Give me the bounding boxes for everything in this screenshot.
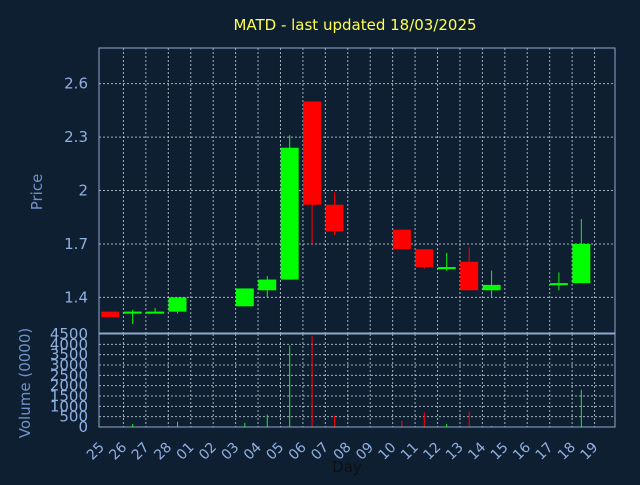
x-tick-label: 26 [106, 439, 130, 463]
candle-body [392, 229, 411, 250]
volume-grid [99, 334, 615, 427]
candle-body [280, 147, 299, 280]
volume-tick-label: 2000 [50, 377, 88, 395]
price-panel-frame [98, 47, 616, 334]
x-tick-label: 15 [488, 440, 512, 464]
x-tick-label: 03 [219, 440, 243, 464]
candle-body [415, 249, 434, 268]
x-tick-label: 25 [84, 440, 108, 464]
x-tick-label: 06 [286, 439, 310, 463]
candle-body [258, 279, 277, 291]
price-tick-label: 2.3 [64, 128, 88, 146]
x-tick-label: 17 [533, 440, 557, 464]
candle-body [549, 283, 568, 286]
x-tick-label: 04 [241, 439, 265, 463]
x-tick-label: 11 [398, 440, 422, 464]
volume-tick-label: 3500 [50, 346, 88, 364]
volume-tick-label: 4000 [50, 335, 88, 353]
volume-tick-label: 1000 [50, 397, 88, 415]
chart-title: MATD - last updated 18/03/2025 [233, 16, 476, 34]
volume-tick-label: 500 [59, 408, 88, 426]
price-ticks: 1.4 1.7 2 2.3 2.6 [64, 75, 88, 307]
x-tick-label: 28 [151, 440, 175, 464]
x-tick-label: 12 [420, 440, 444, 464]
x-tick-label: 27 [129, 440, 153, 464]
volume-tick-label: 0 [78, 418, 88, 436]
x-tick-label: 05 [263, 440, 287, 464]
candle-body [146, 311, 165, 314]
candles [101, 101, 591, 325]
candle-body [303, 101, 322, 205]
x-tick-label: 16 [510, 439, 534, 463]
x-tick-label: 02 [196, 440, 220, 464]
x-tick-label: 01 [174, 440, 198, 464]
price-tick-label: 2.6 [64, 75, 88, 93]
x-tick-label: 10 [376, 440, 400, 464]
volume-axis-label: Volume (0000) [16, 328, 34, 438]
price-axis-label: Price [28, 174, 46, 211]
candle-body [325, 204, 344, 232]
price-tick-label: 2 [78, 182, 88, 200]
candle-body [460, 261, 479, 291]
volume-tick-label: 2500 [50, 366, 88, 384]
candle-body [482, 284, 501, 291]
volume-tick-label: 1500 [50, 387, 88, 405]
x-tick-label: 07 [308, 440, 332, 464]
x-tick-label: 14 [465, 439, 489, 463]
volume-bars [109, 336, 582, 427]
x-ticks: 2526272801020304050607080910111213141516… [84, 439, 601, 463]
volume-panel-frame [98, 333, 616, 428]
candle-body [101, 311, 120, 317]
x-tick-label: 19 [577, 440, 601, 464]
price-tick-label: 1.4 [64, 288, 88, 306]
candle-body [235, 288, 254, 307]
x-tick-label: 18 [555, 440, 579, 464]
candle-body [572, 243, 591, 284]
price-grid [99, 48, 615, 333]
x-tick-label: 13 [443, 440, 467, 464]
candle-body [123, 311, 142, 314]
price-tick-label: 1.7 [64, 235, 88, 253]
volume-tick-label: 4500 [50, 325, 88, 343]
volume-tick-label: 3000 [50, 356, 88, 374]
x-axis-label: Day [332, 458, 362, 476]
candle-body [168, 297, 187, 312]
candle-body [437, 267, 456, 270]
